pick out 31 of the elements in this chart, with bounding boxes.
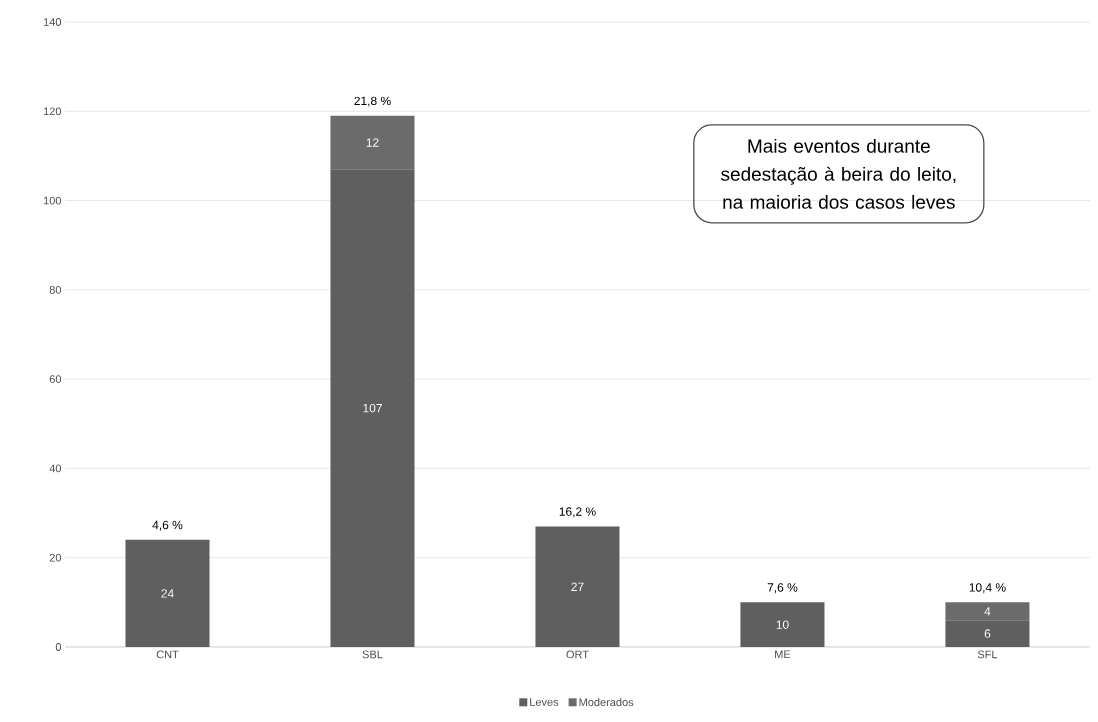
y-tick-label: 40: [49, 464, 62, 473]
data-label: 4: [984, 607, 991, 616]
annotation: 7,6 %: [767, 583, 798, 594]
annotation: Mais eventos durante sedestação à beira do leito, na maioria dos casos leves: [721, 138, 956, 209]
data-label: 10: [776, 620, 789, 629]
data-label: 24: [161, 589, 174, 598]
y-tick-label: 100: [43, 196, 62, 205]
bar: [125, 539, 210, 647]
x-tick-label: CNT: [156, 650, 179, 659]
y-tick-label: 20: [49, 553, 62, 562]
data-label: 12: [366, 138, 379, 147]
x-tick-label: ME: [775, 650, 791, 659]
data-label: 107: [363, 403, 382, 413]
x-tick-label: SBL: [362, 650, 383, 659]
x-tick-label: ORT: [566, 650, 589, 659]
y-tick-label: 80: [49, 285, 62, 294]
annotation: 4,6 %: [152, 520, 183, 531]
y-tick-label: 0: [55, 643, 62, 651]
annotation: 16,2 %: [559, 507, 596, 518]
legend-label: Moderados: [579, 698, 634, 707]
legend-label: Leves: [530, 698, 559, 706]
annotation: 21,8 %: [354, 96, 391, 107]
annotation: 10,4 %: [969, 583, 1006, 594]
data-label: 6: [984, 629, 991, 638]
bar: [535, 526, 620, 647]
y-tick-label: 140: [43, 18, 62, 26]
data-label: 27: [571, 582, 584, 591]
y-tick-label: 120: [43, 107, 62, 116]
y-tick-label: 60: [49, 375, 62, 384]
x-tick-label: SFL: [977, 650, 998, 659]
bar: [740, 602, 825, 647]
